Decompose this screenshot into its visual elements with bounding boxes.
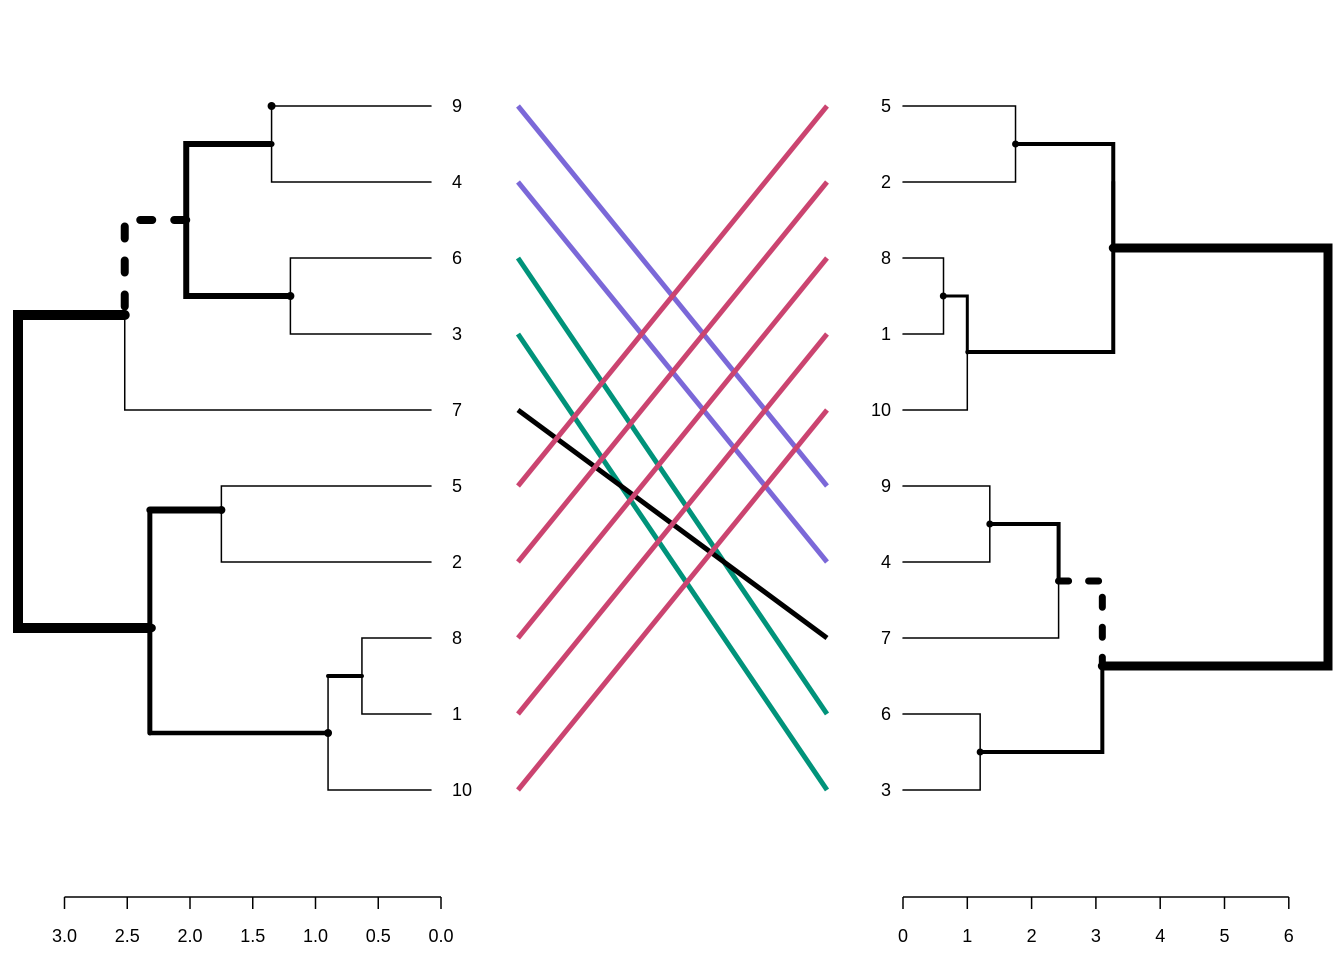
right-leaf-label: 3 [881,780,891,800]
left-axis-tick-label: 1.5 [240,926,265,946]
connector-6 [515,256,830,716]
connector-2 [516,180,829,564]
right-axis-tick-label: 4 [1155,926,1165,946]
left-leaf-labels: 9 4 6 3 7 5 2 8 1 10 [452,96,472,800]
right-branch-94-7 [987,522,1061,583]
left-node-6 [120,311,129,319]
right-leaf-label: 4 [881,552,891,572]
left-node-4 [147,624,156,632]
right-branch-81-10 [902,295,969,411]
left-branch-9-4 [270,105,432,183]
left-branch-7 [123,314,432,411]
left-axis-tick-label: 0.0 [428,926,453,946]
right-node-2 [939,292,947,300]
right-leaf-label: 6 [881,704,891,724]
right-leaf-label: 5 [881,96,891,116]
connector-1 [516,332,829,716]
left-leaf-label: 9 [452,96,462,116]
right-node-0 [1012,140,1020,148]
right-branch-dashed [1055,577,1106,670]
right-axis-tick-label: 2 [1027,926,1037,946]
left-node-2 [178,216,187,224]
left-leaf-label: 4 [452,172,462,192]
right-node-6 [976,748,984,756]
left-leaf-label: 5 [452,476,462,496]
right-axis-tick-label: 1 [962,926,972,946]
left-axis: 3.0 2.5 2.0 1.5 1.0 0.5 0.0 [52,896,454,946]
left-branch-root [13,310,155,633]
right-branch-5-2 [902,105,1017,183]
right-axis-tick-label: 3 [1091,926,1101,946]
right-leaf-label: 8 [881,248,891,268]
right-node-4 [1055,577,1063,585]
right-axis: 0 1 2 3 4 5 6 [898,896,1294,946]
right-branch-root [1097,243,1333,671]
left-leaf-label: 2 [452,552,462,572]
connector-8 [516,256,829,640]
right-axis-tick-label: 0 [898,926,908,946]
connector-lines [515,104,830,792]
connector-10 [516,408,829,792]
left-axis-tick-label: 0.5 [366,926,391,946]
left-axis-tick-label: 3.0 [52,926,77,946]
right-branch-52-8110 [965,142,1116,354]
left-branch-5-2 [220,485,432,563]
left-branch-8-1 [361,637,432,715]
right-leaf-label: 2 [881,172,891,192]
right-leaf-label: 9 [881,476,891,496]
right-branch-6-3 [902,713,981,791]
left-branch-81-10 [327,675,432,791]
right-branch-8-1 [902,257,945,335]
right-leaf-label: 1 [881,324,891,344]
left-branch-94-63 [183,141,294,299]
left-dendrogram [13,102,432,791]
right-leaf-label: 7 [881,628,891,648]
right-branch-81-thick [942,294,969,355]
left-axis-tick-label: 2.0 [177,926,202,946]
left-branch-6-3 [289,257,432,335]
right-axis-tick-label: 5 [1219,926,1229,946]
right-branch-63 [978,664,1105,754]
connector-5 [516,104,829,488]
left-node-5 [324,729,333,737]
right-node-3 [986,520,994,528]
right-branch-9-4 [902,485,991,563]
left-leaf-label: 7 [452,400,462,420]
right-node-5 [1098,662,1106,670]
left-leaf-label: 6 [452,248,462,268]
left-leaf-label: 10 [452,780,472,800]
right-leaf-label: 10 [871,400,891,420]
right-leaf-labels: 5 2 8 1 10 9 4 7 6 3 [871,96,891,800]
connector-3 [515,332,830,792]
right-axis-tick-label: 6 [1284,926,1294,946]
left-leaf-label: 3 [452,324,462,344]
left-leaf-label: 8 [452,628,462,648]
right-dendrogram [902,105,1333,791]
left-axis-tick-label: 1.0 [303,926,328,946]
left-leaf-label: 1 [452,704,462,724]
left-node-3 [217,506,226,514]
left-branch-dashed [120,216,191,319]
left-node-1 [286,292,295,300]
right-node-1 [1109,244,1117,252]
left-axis-tick-label: 2.5 [115,926,140,946]
left-node-0 [267,102,276,110]
right-branch-7 [902,523,1060,639]
